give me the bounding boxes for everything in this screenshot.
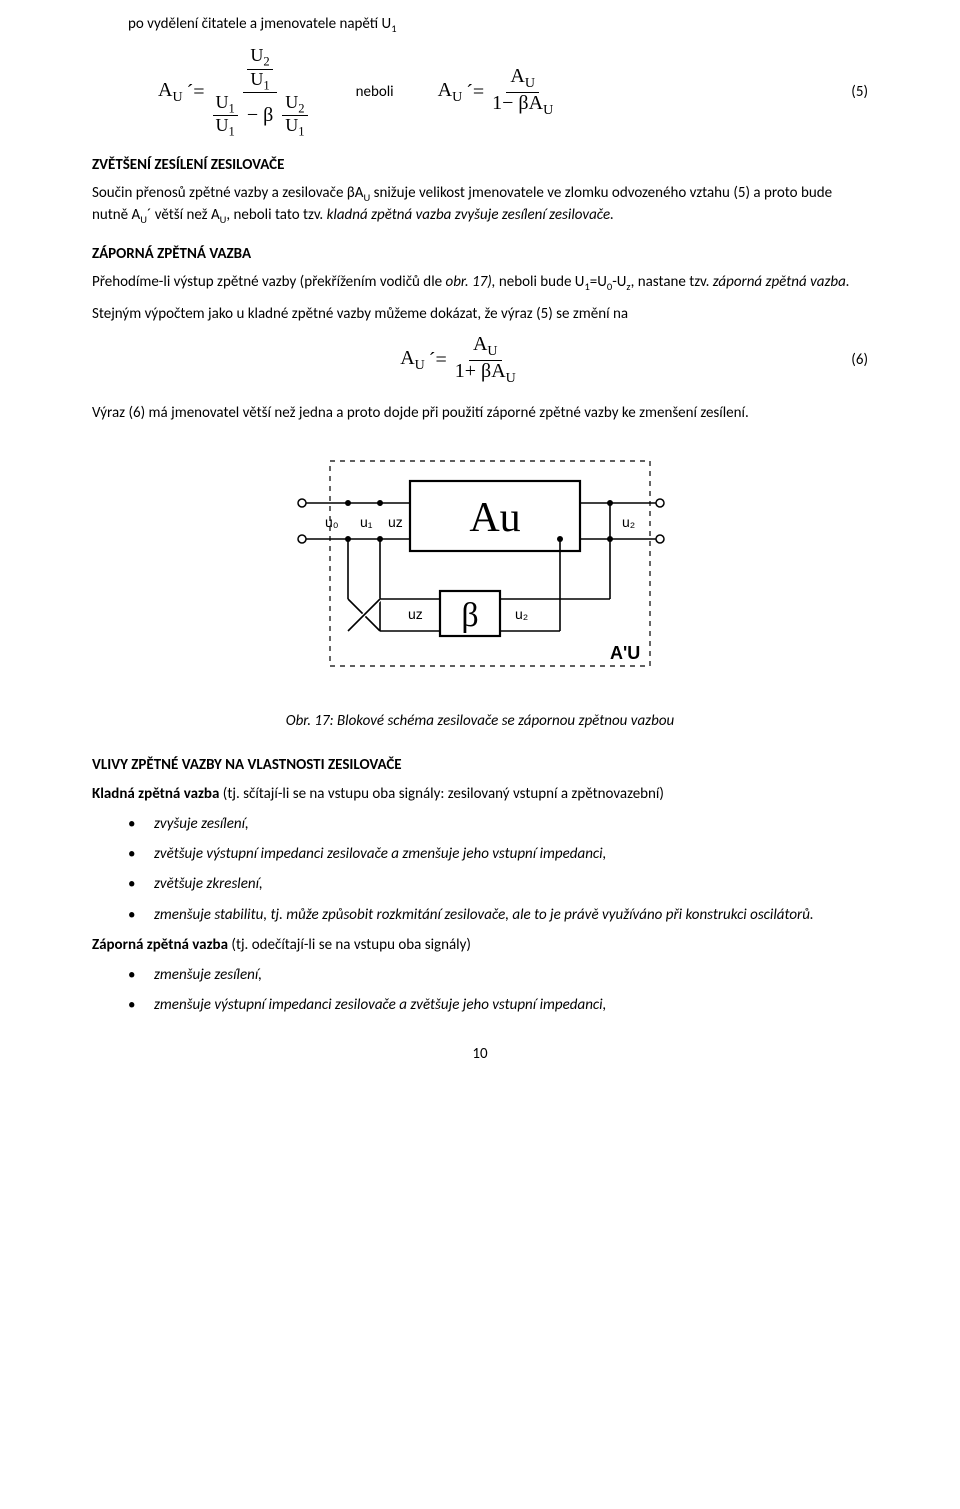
svg-text:A'U: A'U bbox=[610, 643, 640, 663]
list-item: zmenšuje stabilitu, tj. může způsobit ro… bbox=[128, 905, 868, 925]
svg-text:u₁: u₁ bbox=[360, 514, 373, 530]
figure-17: Au β u₀ u₁ uz u₂ bbox=[92, 441, 868, 687]
section-2-para-1: Přehodíme-li výstup zpětné vazby (překří… bbox=[92, 272, 868, 294]
equation-row-6: AU ´= AU 1+ βAU (6) bbox=[92, 334, 868, 386]
svg-text:uz: uz bbox=[388, 514, 403, 530]
list-item: zvyšuje zesílení, bbox=[128, 814, 868, 834]
list-item: zvětšuje výstupní impedanci zesilovače a… bbox=[128, 844, 868, 864]
kladna-list: zvyšuje zesílení, zvětšuje výstupní impe… bbox=[128, 814, 868, 925]
zaporna-lead: Záporná zpětná vazba (tj. odečítají-li s… bbox=[92, 935, 868, 955]
list-item: zmenšuje výstupní impedanci zesilovače a… bbox=[128, 995, 868, 1015]
kladna-lead: Kladná zpětná vazba (tj. sčítají-li se n… bbox=[92, 784, 868, 804]
formula-3: AU ´= AU 1+ βAU bbox=[400, 334, 520, 386]
list-item: zvětšuje zkreslení, bbox=[128, 874, 868, 894]
section-title-3: VLIVY ZPĚTNÉ VAZBY NA VLASTNOSTI ZESILOV… bbox=[92, 755, 868, 775]
section-title-1: ZVĚTŠENÍ ZESÍLENÍ ZESILOVAČE bbox=[92, 155, 868, 175]
neboli-1: neboli bbox=[356, 82, 394, 102]
intro-line: po vydělení čitatele a jmenovatele napět… bbox=[128, 14, 868, 36]
block-diagram-svg: Au β u₀ u₁ uz u₂ bbox=[290, 441, 670, 681]
section-1-para: Součin přenosů zpětné vazby a zesilovače… bbox=[92, 183, 868, 227]
figure-caption: Obr. 17: Blokové schéma zesilovače se zá… bbox=[92, 711, 868, 731]
svg-text:u₂: u₂ bbox=[622, 514, 635, 530]
list-item: zmenšuje zesílení, bbox=[128, 965, 868, 985]
svg-text:uz: uz bbox=[408, 606, 423, 622]
intro-sub: 1 bbox=[391, 22, 396, 35]
section-title-2: ZÁPORNÁ ZPĚTNÁ VAZBA bbox=[92, 244, 868, 264]
section-2-para-2: Stejným výpočtem jako u kladné zpětné va… bbox=[92, 304, 868, 324]
equation-row-5: AU ´= U2 U1 U1 U1 − β U2 bbox=[92, 46, 868, 139]
formula-1: AU ´= U2 U1 U1 U1 − β U2 bbox=[158, 46, 312, 139]
svg-text:Au: Au bbox=[469, 495, 520, 541]
formula-2: AU ´= AU 1− βAU bbox=[438, 66, 558, 118]
svg-text:u₀: u₀ bbox=[325, 514, 339, 530]
zaporna-list: zmenšuje zesílení, zmenšuje výstupní imp… bbox=[128, 965, 868, 1016]
intro-text: po vydělení čitatele a jmenovatele napět… bbox=[128, 15, 391, 33]
eq-num-5: (5) bbox=[828, 82, 868, 102]
page-number: 10 bbox=[92, 1044, 868, 1064]
para-after-6: Výraz (6) má jmenovatel větší než jedna … bbox=[92, 403, 868, 423]
eq-num-6: (6) bbox=[828, 350, 868, 370]
svg-text:β: β bbox=[461, 597, 478, 634]
svg-text:u₂: u₂ bbox=[515, 606, 528, 622]
